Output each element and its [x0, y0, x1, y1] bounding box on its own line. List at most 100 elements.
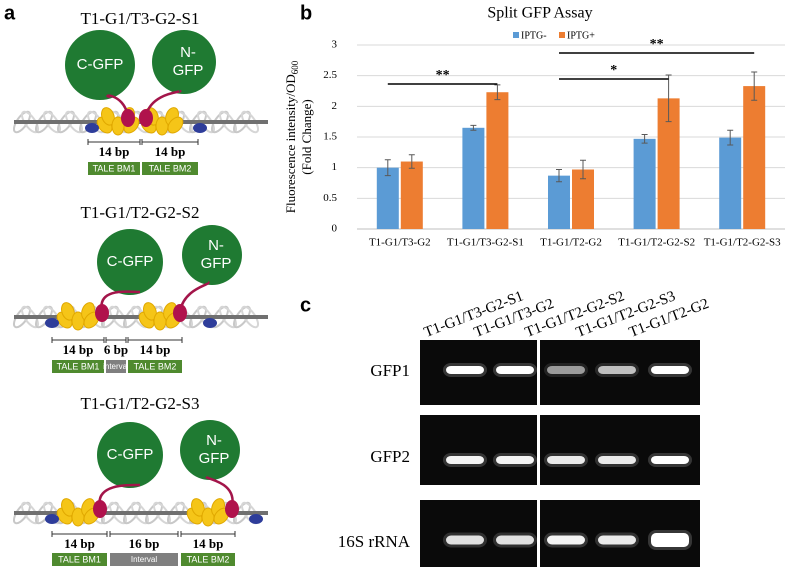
error-bar — [665, 74, 672, 123]
y-axis-label-sub: 600 — [290, 60, 300, 74]
binding-box-label: Interval — [131, 555, 157, 564]
gfp-domain — [97, 229, 163, 295]
spacer-label: 14 bp — [99, 144, 130, 159]
y-tick-label: 2 — [332, 100, 338, 112]
spacer-label: 16 bp — [129, 536, 160, 551]
tale-repeat — [61, 302, 75, 321]
c-gfp-label: C-GFP — [107, 253, 154, 270]
gfp-domain — [97, 422, 163, 488]
binding-box-label: TALE BM2 — [134, 361, 177, 371]
error-bar — [384, 159, 391, 177]
n-gfp-label: N- — [180, 44, 196, 61]
x-tick-label: T1-G1/T3-G2-S1 — [447, 237, 524, 249]
dna-helix — [240, 110, 260, 134]
dna-helix — [240, 305, 260, 329]
gel — [420, 415, 537, 485]
n-gfp-label: GFP — [199, 450, 230, 467]
y-axis-label-part: (Fold Change) — [299, 99, 314, 174]
tale-n-term — [45, 318, 59, 328]
binding-box-label: interval — [103, 362, 129, 371]
tale-c-term — [139, 109, 153, 127]
gel-band — [651, 456, 689, 464]
tale-n-term — [249, 514, 263, 524]
spacer-label: 6 bp — [104, 342, 128, 357]
diagram-title: T1-G1/T2-G2-S3 — [81, 394, 200, 413]
legend-swatch — [513, 32, 519, 38]
gel-band — [547, 456, 585, 464]
binding-box-label: TALE BM1 — [58, 554, 101, 564]
gfp-domain — [180, 420, 240, 480]
c-gfp-label: C-GFP — [77, 56, 124, 73]
binding-box — [142, 162, 198, 175]
tale-n-term — [203, 318, 217, 328]
x-tick-label: T1-G1/T2-G2-S2 — [618, 237, 695, 249]
error-bar — [727, 129, 734, 146]
c-gfp-label: C-GFP — [107, 446, 154, 463]
gel-band — [446, 535, 484, 545]
tale-c-term — [173, 304, 187, 322]
tale-n-term — [85, 123, 99, 133]
tale-c-term — [225, 500, 239, 518]
gel-band — [496, 535, 534, 545]
y-tick-label: 2.5 — [323, 69, 337, 81]
tale-repeat — [61, 498, 75, 517]
y-tick-label: 0.5 — [323, 192, 337, 204]
significance-label: * — [610, 63, 617, 78]
spacer-label: 14 bp — [63, 342, 94, 357]
gel-band — [651, 533, 689, 547]
y-tick-label: 0 — [332, 223, 338, 235]
y-axis-label-part: Fluorescence intensity/OD — [283, 74, 298, 213]
legend-label: IPTG- — [521, 30, 547, 41]
legend-swatch — [559, 32, 565, 38]
binding-box — [128, 360, 182, 373]
spacer-label: 14 bp — [140, 342, 171, 357]
spacer-label: 14 bp — [155, 144, 186, 159]
gel — [540, 415, 700, 485]
binding-box-label: TALE BM1 — [93, 163, 136, 173]
gfp-domain — [182, 225, 242, 285]
binding-box — [106, 360, 126, 373]
diagram-title: T1-G1/T2-G2-S2 — [81, 203, 200, 222]
y-tick-label: 1 — [332, 161, 338, 173]
spacer-label: 14 bp — [64, 536, 95, 551]
gel-band — [651, 366, 689, 374]
tale-n-term — [193, 123, 207, 133]
binding-box-label: TALE BM1 — [57, 361, 100, 371]
binding-box — [52, 360, 104, 373]
tale-n-term — [45, 514, 59, 524]
panel-label: a — [4, 2, 16, 24]
error-bar — [556, 169, 562, 183]
gel-band — [446, 456, 484, 464]
diagram-title: T1-G1/T3-G2-S1 — [81, 9, 200, 28]
bar — [743, 86, 766, 230]
n-gfp-label: GFP — [201, 255, 232, 272]
tale-repeat — [191, 498, 205, 517]
binding-box-label: TALE BM2 — [149, 163, 192, 173]
gel-band — [496, 366, 534, 374]
gel-row-label: GFP2 — [370, 447, 410, 466]
bar — [548, 175, 570, 229]
gel-band — [598, 535, 636, 545]
binding-box — [110, 553, 178, 566]
chart-title: Split GFP Assay — [487, 5, 592, 22]
bar — [376, 167, 399, 229]
gfp-domain — [65, 30, 135, 100]
gel-band — [547, 366, 585, 374]
significance-label: ** — [650, 37, 664, 52]
tale-c-term — [121, 109, 135, 127]
legend-label: IPTG+ — [567, 30, 595, 41]
x-tick-label: T1-G1/T2-G2 — [540, 237, 602, 249]
binding-box — [181, 553, 235, 566]
tale-c-term — [93, 500, 107, 518]
error-bar — [641, 134, 648, 144]
gel-band — [598, 366, 636, 374]
significance-label: ** — [436, 68, 450, 83]
tale-repeat — [101, 107, 115, 126]
gel-row-label: GFP1 — [370, 361, 410, 380]
error-bar — [470, 124, 477, 131]
panel-label: c — [300, 294, 311, 316]
gel-band — [496, 456, 534, 464]
error-bar — [580, 159, 586, 180]
bar — [462, 127, 485, 229]
